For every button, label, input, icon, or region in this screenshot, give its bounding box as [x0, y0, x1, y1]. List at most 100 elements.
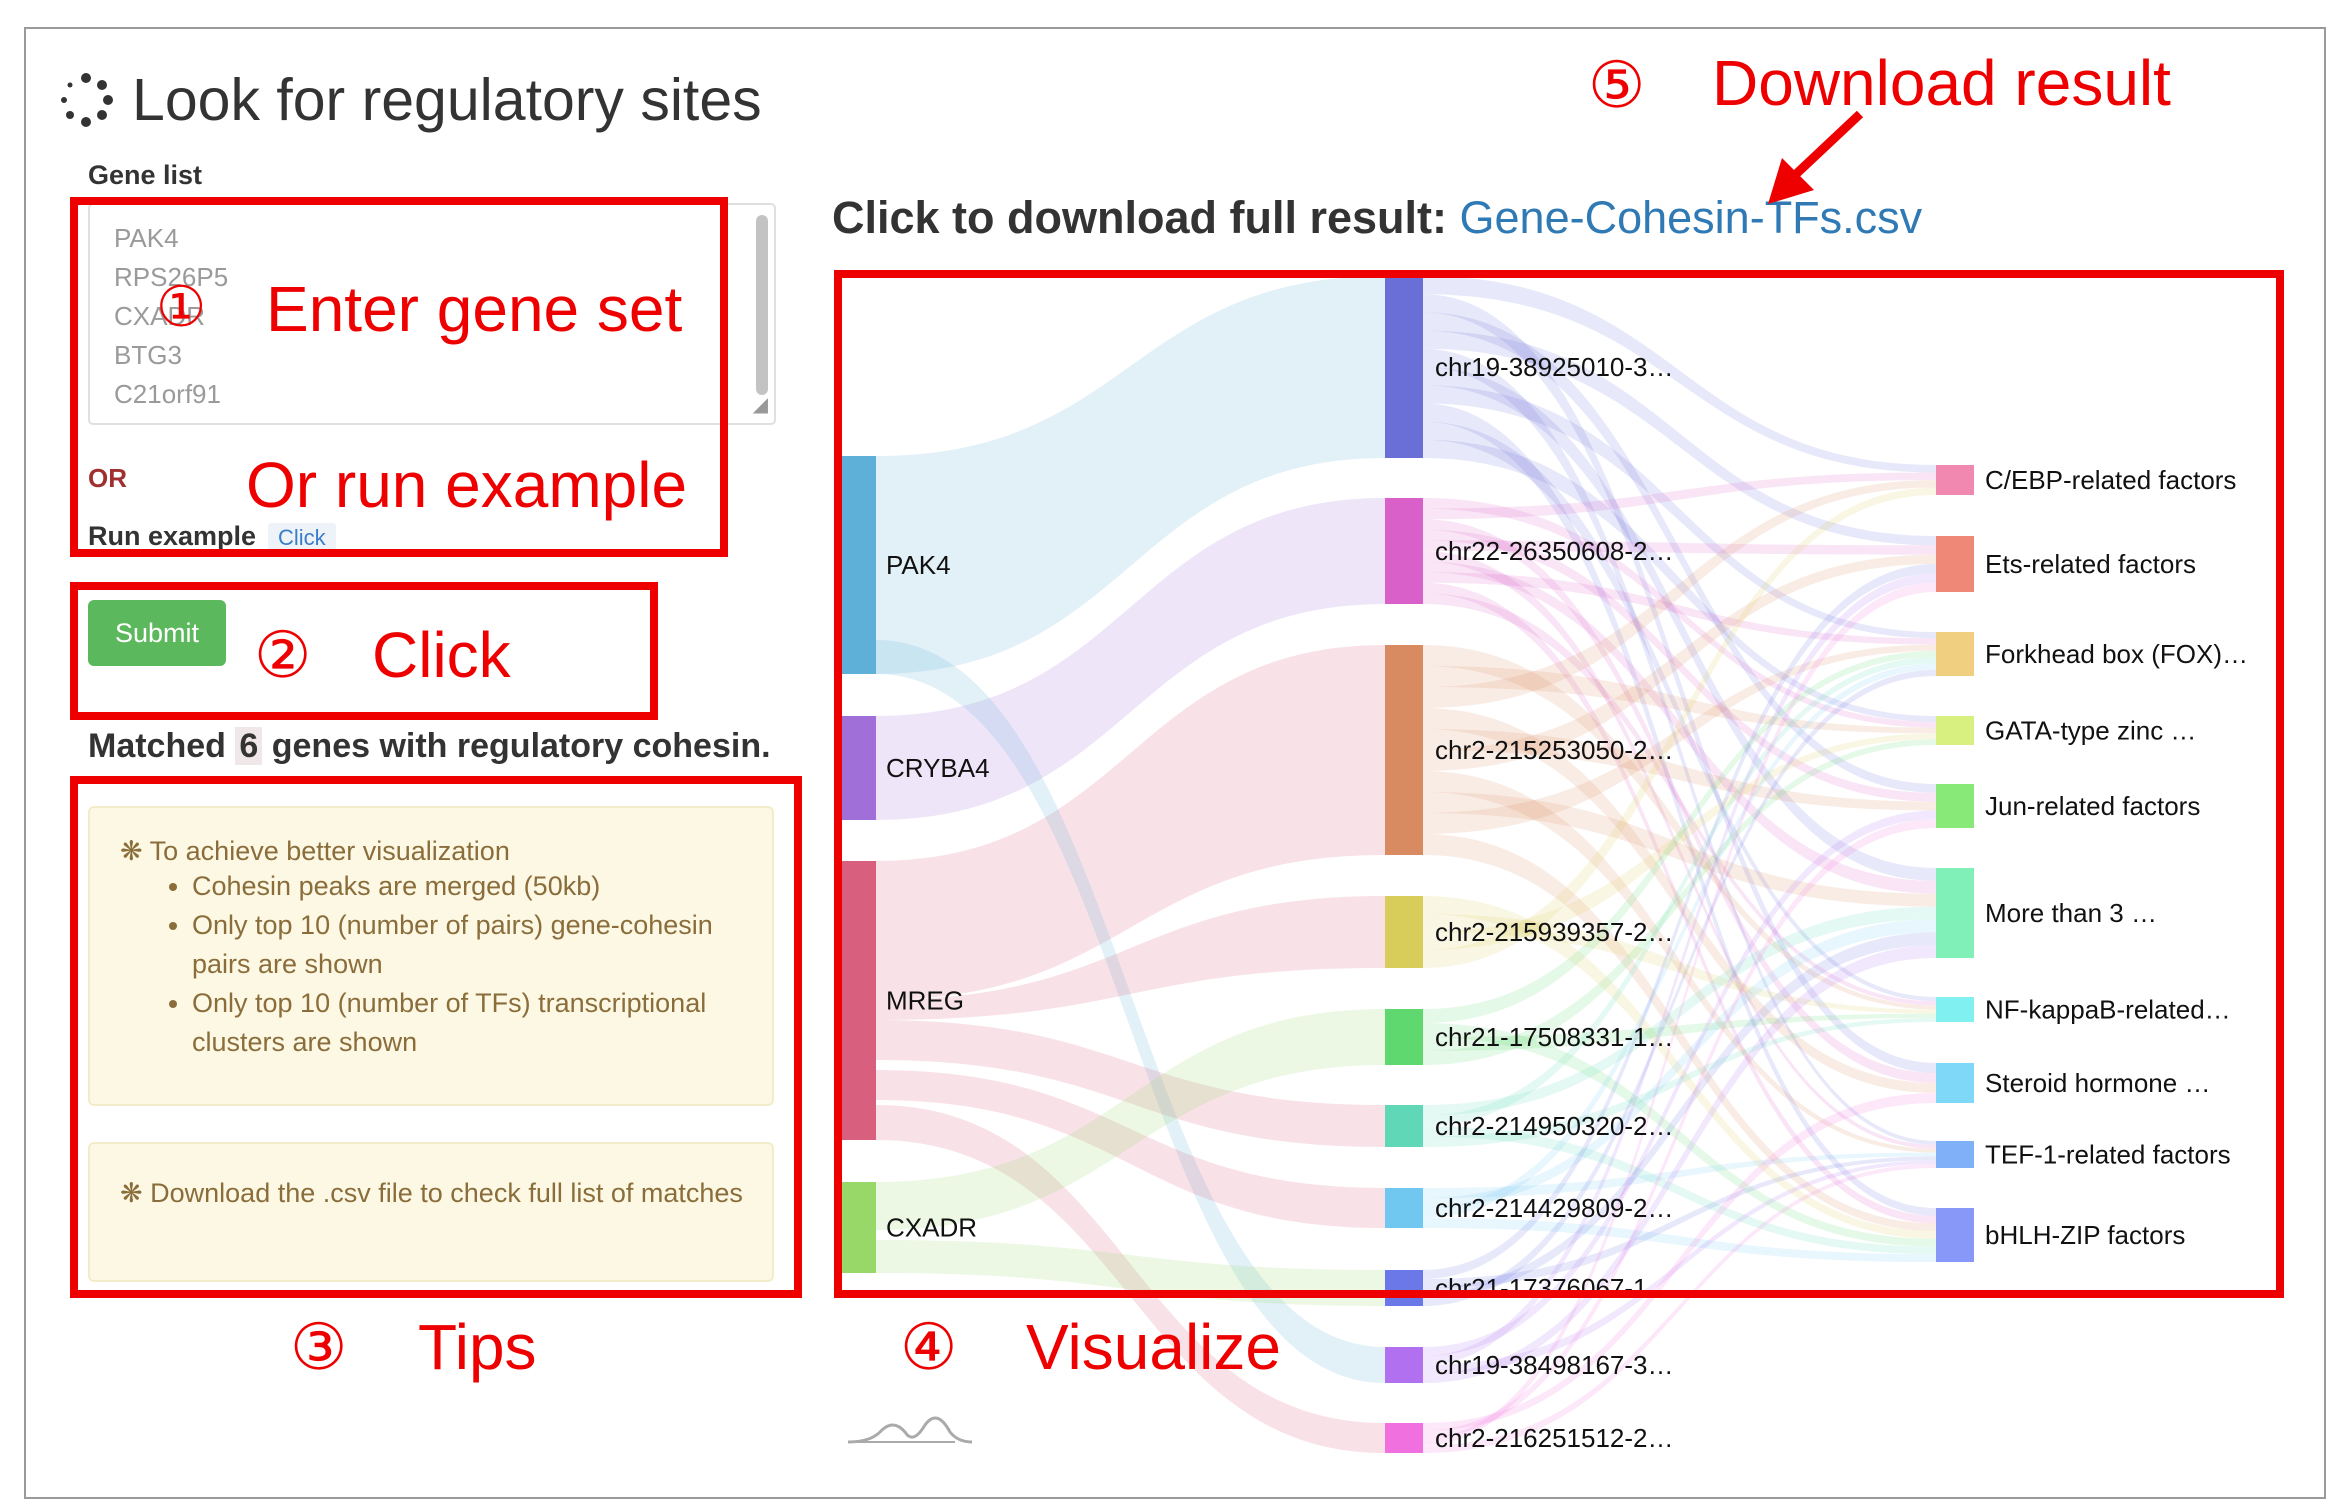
- gene-site-link: [876, 1020, 1385, 1147]
- tip-item: Only top 10 (number of pairs) gene-cohes…: [192, 906, 752, 984]
- site-tf-link: [1423, 1218, 1936, 1262]
- site-tf-link: [1423, 914, 1936, 1014]
- site-tf-link: [1423, 906, 1936, 1116]
- cohesin-site-label: chr2-214950320-2…: [1435, 1111, 1674, 1141]
- site-tf-link: [1423, 1023, 1936, 1247]
- gene-label: MREG: [886, 986, 964, 1016]
- cohesin-site-label: chr21-17508331-1…: [1435, 1022, 1674, 1052]
- gene-list-line: BTG3: [114, 340, 182, 370]
- cohesin-site-node[interactable]: [1385, 645, 1423, 855]
- site-tf-link: [1423, 561, 1936, 894]
- site-tf-link: [1423, 1152, 1936, 1198]
- gene-list-line: RPS26P5: [114, 262, 229, 292]
- gene-list-line: C21orf91: [114, 379, 221, 409]
- cohesin-site-node[interactable]: [1385, 1009, 1423, 1065]
- cohesin-site-label: chr2-215253050-2…: [1435, 735, 1674, 765]
- annotation-box-step2: [70, 582, 658, 720]
- site-tf-link: [1423, 529, 1936, 802]
- visualization-tip: ❋ To achieve better visualization Cohesi…: [88, 806, 774, 1106]
- site-tf-link: [1423, 945, 1936, 1383]
- step5-label: Download result: [1712, 47, 2171, 119]
- step4-number: ④: [900, 1311, 958, 1383]
- cohesin-site-node[interactable]: [1385, 1188, 1423, 1228]
- cohesin-site-label: chr2-215939357-2…: [1435, 917, 1674, 947]
- tf-cluster-node[interactable]: [1936, 465, 1974, 495]
- tf-cluster-node[interactable]: [1936, 997, 1974, 1022]
- tf-cluster-label: More than 3 …: [1985, 898, 2157, 928]
- tf-cluster-node[interactable]: [1936, 536, 1974, 592]
- cohesin-site-node[interactable]: [1385, 276, 1423, 458]
- tip-item: Cohesin peaks are merged (50kb): [192, 867, 752, 906]
- tf-cluster-node[interactable]: [1936, 632, 1974, 676]
- sankey-links: [876, 276, 1936, 1453]
- gene-node[interactable]: [842, 456, 876, 674]
- tf-cluster-label: bHLH-ZIP factors: [1985, 1220, 2185, 1250]
- cohesin-site-label: chr19-38498167-3…: [1435, 1350, 1674, 1380]
- submit-button[interactable]: Submit: [88, 600, 226, 666]
- cohesin-site-node[interactable]: [1385, 498, 1423, 604]
- gene-label: PAK4: [886, 550, 951, 580]
- tf-cluster-node[interactable]: [1936, 1208, 1974, 1262]
- spinner-icon: [61, 73, 113, 127]
- gene-list-line: PAK4: [114, 223, 179, 253]
- site-tf-link: [1423, 669, 1936, 1306]
- site-tf-link: [1423, 480, 1936, 708]
- or-label: OR: [88, 463, 127, 493]
- site-tf-link: [1423, 554, 1936, 771]
- annotation-box-step1: [70, 197, 728, 557]
- tf-cluster-node[interactable]: [1936, 1063, 1974, 1103]
- site-tf-link: [1423, 551, 1936, 1149]
- site-tf-link: [1423, 932, 1936, 1297]
- tf-cluster-node[interactable]: [1936, 868, 1974, 958]
- tf-cluster-node[interactable]: [1936, 784, 1974, 828]
- matched-prefix: Matched: [88, 727, 226, 765]
- gene-node[interactable]: [842, 716, 876, 820]
- site-tf-link: [1423, 739, 1936, 1065]
- site-tf-link: [1423, 330, 1936, 546]
- cohesin-site-label: chr2-214429809-2…: [1435, 1193, 1674, 1223]
- tf-cluster-node[interactable]: [1936, 716, 1974, 745]
- download-line: Click to download full result: Gene-Cohe…: [832, 192, 1922, 244]
- run-example-button[interactable]: Click: [268, 523, 336, 553]
- resize-handle-icon[interactable]: ◢: [752, 394, 768, 416]
- site-tf-link: [1423, 1160, 1936, 1374]
- site-tf-link: [1423, 919, 1936, 1208]
- cohesin-site-node[interactable]: [1385, 896, 1423, 968]
- gene-node[interactable]: [842, 1182, 876, 1273]
- download-tip: ❋ Download the .csv file to check full l…: [88, 1142, 774, 1282]
- site-tf-link: [1423, 644, 1936, 834]
- site-tf-link: [1423, 666, 1936, 734]
- gene-site-link: [876, 1105, 1385, 1453]
- site-tf-link: [1423, 657, 1936, 1126]
- tf-cluster-label: GATA-type zinc …: [1985, 716, 2196, 746]
- site-tf-link: [1423, 421, 1936, 1002]
- gene-node[interactable]: [842, 861, 876, 1140]
- asterisk-icon: ❋: [120, 836, 143, 866]
- download-link[interactable]: Gene-Cohesin-TFs.csv: [1459, 192, 1923, 243]
- site-tf-link: [1423, 663, 1936, 1218]
- site-tf-link: [1423, 1126, 1936, 1255]
- gene-site-link: [876, 1009, 1385, 1230]
- site-tf-link: [1423, 439, 1936, 722]
- site-tf-link: [1423, 348, 1936, 1145]
- cohesin-site-node[interactable]: [1385, 1347, 1423, 1383]
- site-tf-link: [1423, 403, 1936, 1216]
- textarea-scrollbar[interactable]: [756, 215, 768, 395]
- site-tf-link: [1423, 593, 1936, 1006]
- gene-list-input[interactable]: PAK4 RPS26P5 CXADR BTG3 C21orf91 ◢: [88, 203, 776, 425]
- cohesin-site-node[interactable]: [1385, 1270, 1423, 1306]
- site-tf-link: [1423, 582, 1936, 1224]
- site-tf-link: [1423, 582, 1936, 1446]
- tip-item: Only top 10 (number of TFs) transcriptio…: [192, 984, 752, 1062]
- tf-cluster-label: TEF-1-related factors: [1985, 1140, 2231, 1170]
- gene-site-link: [876, 1240, 1385, 1306]
- run-example-label: Run example: [88, 521, 257, 551]
- site-tf-link: [1423, 645, 1936, 1010]
- page-frame: [24, 27, 2326, 1499]
- tf-cluster-node[interactable]: [1936, 1141, 1974, 1168]
- gene-site-link: [876, 645, 1385, 1000]
- site-tf-link: [1423, 733, 1936, 950]
- cohesin-site-node[interactable]: [1385, 1105, 1423, 1147]
- step1-alt-label: Or run example: [246, 449, 688, 521]
- cohesin-site-node[interactable]: [1385, 1423, 1423, 1453]
